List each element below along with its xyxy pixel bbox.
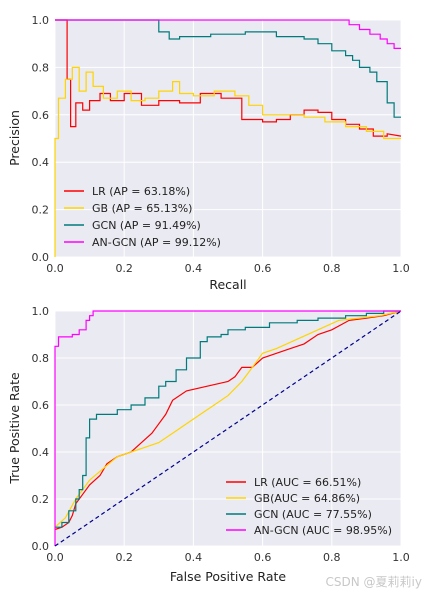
y-tick-label: 0.6 — [32, 399, 50, 412]
roc-plot-background — [55, 311, 401, 546]
legend-entry: GCN (AUC = 77.55%) — [254, 508, 372, 521]
pr-plot-background — [55, 20, 401, 257]
roc-curve-plot: 0.0 0.2 0.4 0.6 0.8 1.0 0.0 0.2 0.4 0.6 0.8 1.0 Fa… — [7, 305, 410, 584]
legend-entry: AN-GCN (AUC = 98.95%) — [254, 524, 392, 537]
series-line-1 — [54, 310, 402, 528]
pr-legend: LR (AP = 63.18%) GB (AP = 65.13%) GCN (AP … — [64, 185, 221, 249]
series-line-3 — [55, 19, 401, 49]
x-tick-label: 1.0 — [392, 262, 410, 275]
x-tick-label: 0.2 — [115, 262, 133, 275]
x-tick-label: 1.0 — [392, 551, 410, 564]
series-line-2 — [55, 19, 401, 118]
y-tick-label: 0.4 — [32, 446, 50, 459]
y-tick-label: 0.8 — [32, 61, 50, 74]
legend-entry: AN-GCN (AP = 99.12%) — [92, 236, 221, 249]
legend-entry: LR (AUC = 66.51%) — [254, 476, 361, 489]
x-tick-label: 0.8 — [323, 262, 341, 275]
series-line-0 — [55, 19, 402, 137]
x-tick-label: 0.8 — [323, 551, 341, 564]
y-tick-label: 0.0 — [32, 540, 50, 553]
y-tick-label: 1.0 — [32, 305, 50, 318]
legend-entry: GB(AUC = 64.86%) — [254, 492, 360, 505]
legend-entry: GCN (AP = 91.49%) — [92, 219, 201, 232]
series-line-3 — [54, 310, 401, 546]
y-tick-label: 1.0 — [32, 14, 50, 27]
pr-curve-plot: 0.0 0.2 0.4 0.6 0.8 1.0 0.0 0.2 0.4 0.6 0.8 1.0 Re… — [7, 14, 410, 292]
y-tick-label: 0.2 — [32, 204, 50, 217]
legend-entry: GB (AP = 65.13%) — [92, 202, 192, 215]
x-tick-label: 0.0 — [46, 262, 64, 275]
x-tick-label: 0.4 — [185, 262, 203, 275]
x-tick-label: 0.6 — [254, 262, 272, 275]
pr-series-lines — [54, 19, 402, 257]
y-tick-label: 0.0 — [32, 251, 50, 264]
y-tick-label: 0.2 — [32, 493, 50, 506]
roc-legend: LR (AUC = 66.51%) GB(AUC = 64.86%) GCN (AU… — [226, 476, 392, 537]
series-line-0 — [54, 310, 402, 531]
roc-x-tick-labels: 0.0 0.2 0.4 0.6 0.8 1.0 — [46, 551, 410, 564]
pr-x-axis-label: Recall — [209, 277, 246, 292]
pr-x-tick-labels: 0.0 0.2 0.4 0.6 0.8 1.0 — [46, 262, 410, 275]
roc-x-axis-label: False Positive Rate — [170, 569, 286, 584]
series-line-2 — [55, 310, 401, 528]
y-tick-label: 0.8 — [32, 352, 50, 365]
pr-y-tick-labels: 0.0 0.2 0.4 0.6 0.8 1.0 — [32, 14, 50, 264]
x-tick-label: 0.0 — [46, 551, 64, 564]
x-tick-label: 0.6 — [254, 551, 272, 564]
pr-y-axis-label: Precision — [7, 110, 22, 166]
series-line-1 — [54, 66, 401, 257]
y-tick-label: 0.6 — [32, 109, 50, 122]
x-tick-label: 0.2 — [115, 551, 133, 564]
y-tick-label: 0.4 — [32, 156, 50, 169]
roc-y-tick-labels: 0.0 0.2 0.4 0.6 0.8 1.0 — [32, 305, 50, 553]
watermark-text: CSDN @夏莉莉iy — [326, 575, 422, 589]
legend-entry: LR (AP = 63.18%) — [92, 185, 190, 198]
pr-gridlines — [54, 19, 402, 258]
roc-series-lines — [54, 310, 402, 547]
roc-y-axis-label: True Positive Rate — [7, 372, 22, 485]
x-tick-label: 0.4 — [185, 551, 203, 564]
